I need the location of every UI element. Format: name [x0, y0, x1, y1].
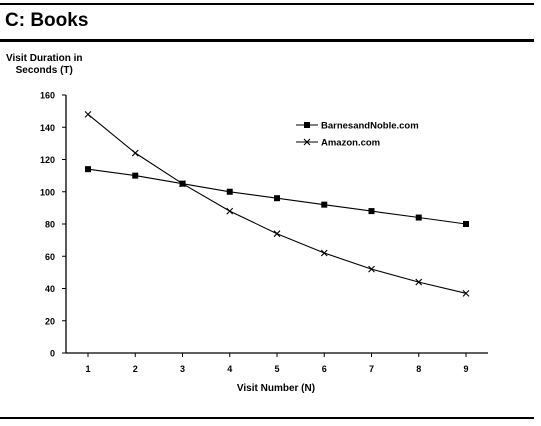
panel-title: C: Books [5, 10, 89, 31]
x-marker-stroke [303, 138, 311, 146]
data-point-barnesandnoble [415, 214, 422, 221]
x-tick-label: 5 [274, 364, 279, 374]
chart-axes [65, 95, 488, 354]
x-tick-label: 4 [227, 364, 232, 374]
y-tick-label: 120 [40, 155, 55, 165]
data-point-barnesandnoble [132, 172, 139, 179]
legend-label-amazon: Amazon.com [321, 138, 380, 149]
data-point-barnesandnoble [368, 208, 375, 215]
x-tick-label: 8 [416, 364, 421, 374]
x-ticks: 1 2 3 4 5 6 7 8 9 [85, 353, 469, 374]
bottom-rule [0, 417, 534, 419]
legend-marker-barnesandnoble [304, 122, 310, 128]
y-tick-label: 40 [45, 284, 55, 294]
x-marker-stroke [368, 265, 375, 273]
x-tick-label: 2 [133, 364, 138, 374]
x-axis-label: Visit Number (N) [237, 383, 315, 394]
data-point-amazon [84, 110, 92, 118]
x-marker-stroke [273, 230, 281, 238]
y-tick-label: 0 [50, 349, 55, 359]
legend-marker-amazon [303, 138, 311, 146]
x-marker-stroke [131, 149, 139, 157]
data-point-barnesandnoble [463, 221, 469, 227]
data-point-amazon [179, 180, 186, 188]
title-underline [0, 39, 534, 42]
y-tick-label: 20 [45, 316, 55, 326]
y-tick-label: 100 [40, 187, 55, 197]
x-tick-label: 7 [369, 364, 374, 374]
data-point-amazon [273, 230, 281, 238]
data-point-amazon [320, 249, 328, 257]
series-lines [84, 110, 470, 297]
y-tick-label: 60 [45, 252, 55, 262]
series-line-amazon [87, 113, 467, 294]
x-tick-label: 9 [463, 364, 468, 374]
data-point-amazon [415, 278, 423, 286]
x-marker-stroke [462, 289, 470, 297]
y-tick-label: 160 [40, 91, 55, 101]
y-ticks: 0 20 40 60 80 100 120 140 160 [40, 91, 66, 359]
data-point-amazon [368, 265, 375, 273]
data-point-amazon [226, 207, 234, 215]
x-marker-stroke [320, 249, 328, 257]
x-marker-stroke [84, 110, 92, 118]
data-point-amazon [462, 289, 470, 297]
data-point-barnesandnoble [321, 201, 328, 208]
x-marker-stroke [415, 278, 423, 286]
x-tick-label: 3 [180, 364, 185, 374]
data-point-barnesandnoble [226, 188, 233, 195]
y-tick-label: 80 [45, 220, 55, 230]
x-marker-stroke [226, 207, 234, 215]
legend-label-barnesandnoble: BarnesandNoble.com [321, 121, 419, 132]
y-tick-label: 140 [40, 123, 55, 133]
x-tick-label: 6 [322, 364, 327, 374]
data-point-barnesandnoble [274, 195, 280, 202]
data-point-amazon [131, 149, 139, 157]
y-axis-label: Visit Duration in Seconds (T) [6, 53, 83, 76]
x-tick-label: 1 [85, 364, 90, 374]
top-rule [0, 3, 534, 5]
data-point-barnesandnoble [85, 166, 91, 173]
legend: BarnesandNoble.com Amazon.com [296, 121, 419, 149]
x-marker-stroke [179, 180, 186, 188]
